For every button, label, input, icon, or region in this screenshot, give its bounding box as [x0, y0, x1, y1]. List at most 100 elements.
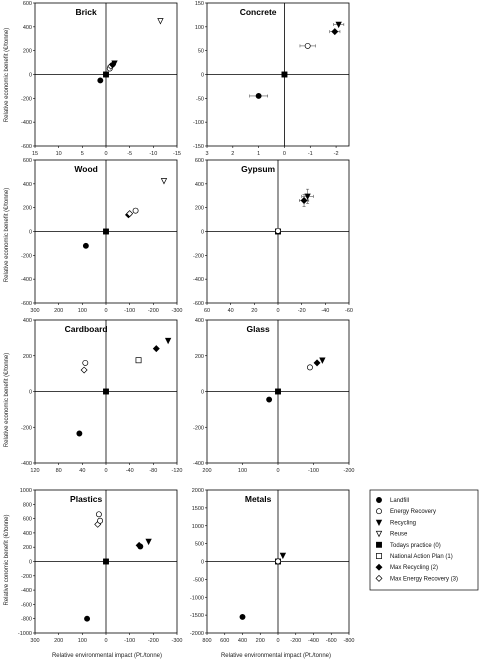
x-tick-label: 60 — [204, 308, 210, 314]
x-tick-label: 0 — [276, 638, 279, 644]
x-tick-label: -400 — [308, 638, 319, 644]
x-tick-label: 0 — [104, 308, 107, 314]
point-energy-recovery — [132, 207, 139, 214]
x-tick-label: 300 — [30, 638, 39, 644]
x-tick-label: 100 — [238, 468, 247, 474]
y-tick-label: 200 — [23, 49, 32, 55]
y-tick-label: 0 — [201, 560, 204, 566]
y-tick-label: -200 — [21, 253, 32, 259]
x-tick-label: -10 — [149, 151, 157, 157]
legend-label: Recycling — [390, 520, 416, 526]
x-tick-label: 100 — [78, 308, 87, 314]
x-tick-label: 80 — [56, 468, 62, 474]
x-tick-label: -600 — [326, 638, 337, 644]
x-tick-label: 20 — [251, 308, 257, 314]
point-max-recycling — [152, 345, 160, 353]
legend-label: Todays practice (0) — [390, 543, 441, 549]
point-todays-practice — [103, 388, 109, 395]
point-todays-practice — [103, 228, 109, 235]
x-tick-label: -40 — [126, 468, 134, 474]
y-tick-label: -2000 — [190, 631, 204, 637]
panel-concrete: -150 -100 -50 0 50 100 150 3 2 1 0 -1 -2 Concrete — [193, 1, 350, 157]
x-tick-label: -40 — [321, 308, 329, 314]
legend: Landfill Energy Recovery Recycling Reuse Tod… — [369, 489, 479, 591]
y-tick-label: 800 — [23, 502, 32, 508]
legend-label: Energy Recovery — [390, 509, 436, 515]
legend-label: Max Energy Recovery (3) — [390, 576, 458, 582]
point-recycling — [319, 357, 326, 364]
point-energy-recovery — [275, 558, 281, 565]
legend-marker-reuse — [375, 530, 383, 538]
point-landfill — [84, 615, 91, 622]
y-tick-label: -800 — [21, 617, 32, 623]
point-energy-recovery — [82, 359, 89, 366]
point-landfill — [97, 77, 104, 84]
y-tick-label: 150 — [195, 1, 204, 7]
y-tick-label: -600 — [21, 144, 32, 150]
x-tick-label: -200 — [343, 468, 354, 474]
y-tick-label: 1000 — [20, 488, 32, 494]
panel-title: Wood — [74, 164, 97, 174]
x-tick-label: 600 — [220, 638, 229, 644]
y-tick-label: -600 — [193, 301, 204, 307]
point-energy-recovery — [97, 517, 104, 524]
panel-title: Glass — [247, 324, 270, 334]
panel-title: Concrete — [240, 7, 277, 17]
y-tick-label: 600 — [23, 1, 32, 7]
x-tick-label: -100 — [124, 638, 135, 644]
point-landfill — [82, 242, 89, 249]
y-tick-label: 200 — [23, 545, 32, 551]
x-tick-label: 1 — [257, 151, 260, 157]
point-landfill — [137, 543, 144, 550]
y-tick-label: 200 — [23, 206, 32, 212]
y-tick-label: -400 — [21, 588, 32, 594]
y-tick-label: 1500 — [192, 506, 204, 512]
y-tick-label: -1500 — [190, 613, 204, 619]
y-tick-label: -400 — [21, 461, 32, 467]
y-tick-label: 400 — [195, 318, 204, 324]
y-tick-label: 400 — [195, 182, 204, 188]
x-tick-label: 3 — [205, 151, 208, 157]
x-tick-label: 0 — [104, 151, 107, 157]
y-tick-label: 0 — [29, 73, 32, 79]
point-recycling — [335, 21, 342, 29]
x-tick-label: 15 — [32, 151, 38, 157]
xlabel-right: Relative environmental impact (Pt./tonne… — [221, 653, 331, 659]
point-energy-recovery — [304, 42, 311, 49]
x-tick-label: -15 — [173, 151, 181, 157]
x-tick-label: -20 — [298, 308, 306, 314]
x-tick-label: -2 — [334, 151, 339, 157]
x-tick-label: -60 — [345, 308, 353, 314]
ylabel-row-1: Relative economic benefit (€/tonne) — [4, 28, 10, 122]
y-tick-label: 400 — [23, 25, 32, 31]
y-tick-label: -200 — [21, 574, 32, 580]
point-todays-practice — [275, 388, 281, 395]
y-tick-label: -100 — [193, 120, 204, 126]
panel-glass: -400 -200 0 200 400 200 100 0 -100 -200 Glass — [193, 318, 355, 474]
legend-label: Reuse — [390, 532, 408, 538]
legend-label: Landfill — [390, 498, 409, 504]
legend-marker-todays-practice — [376, 541, 382, 548]
x-tick-label: 100 — [78, 638, 87, 644]
panel-title: Metals — [245, 494, 272, 504]
panel-title: Plastics — [70, 494, 102, 504]
point-todays-practice — [103, 558, 109, 565]
point-landfill — [266, 396, 273, 403]
legend-frame — [369, 489, 479, 591]
xlabel-left: Relative environmental impact (Pt./tonne… — [52, 653, 162, 659]
point-max-energy-recovery — [126, 210, 134, 218]
y-tick-label: 0 — [201, 390, 204, 396]
x-tick-label: 200 — [256, 638, 265, 644]
point-national-action-plan — [135, 357, 142, 364]
panel-title: Cardboard — [65, 324, 108, 334]
x-tick-label: 300 — [30, 308, 39, 314]
y-tick-label: 400 — [23, 318, 32, 324]
x-tick-label: 10 — [56, 151, 62, 157]
legend-marker-max-energy-recovery — [375, 574, 383, 582]
legend-marker-energy-recovery — [376, 508, 382, 515]
x-tick-label: -120 — [171, 468, 182, 474]
x-tick-label: -300 — [171, 308, 182, 314]
y-tick-label: 400 — [23, 531, 32, 537]
y-tick-label: -200 — [21, 96, 32, 102]
